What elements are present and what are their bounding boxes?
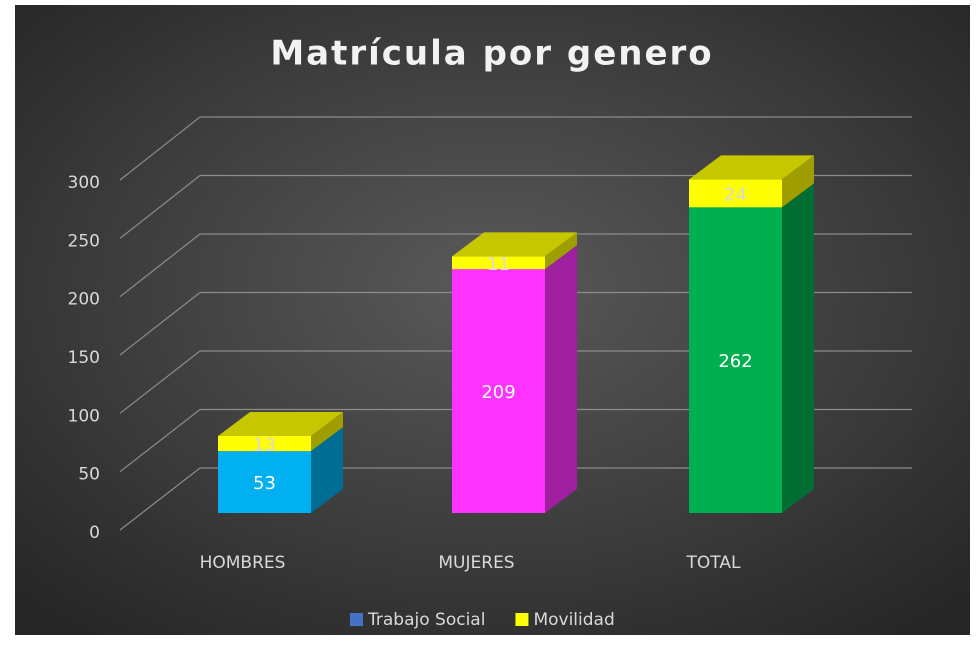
y-tick-label: 100 bbox=[68, 406, 100, 426]
bar-side bbox=[311, 427, 343, 513]
bar bbox=[689, 179, 782, 208]
bar bbox=[689, 207, 782, 514]
y-tick-label: 250 bbox=[68, 231, 100, 251]
legend-swatch bbox=[515, 613, 529, 626]
y-tick-label: 200 bbox=[68, 290, 100, 310]
legend-label: Trabajo Social bbox=[367, 610, 485, 630]
bar-side bbox=[545, 232, 577, 270]
data-label: 11 bbox=[487, 254, 510, 275]
grid-line-side bbox=[119, 350, 201, 414]
grid-line-side bbox=[119, 233, 201, 298]
bar bbox=[218, 451, 311, 513]
data-label: 262 bbox=[718, 351, 752, 372]
x-tick-label: MUJERES bbox=[438, 553, 514, 573]
bar bbox=[452, 269, 545, 513]
grid-line-side bbox=[119, 467, 201, 531]
bar-side bbox=[782, 183, 814, 514]
y-tick-label: 50 bbox=[78, 465, 100, 485]
data-label: 24 bbox=[724, 184, 747, 205]
y-tick-label: 150 bbox=[68, 348, 100, 368]
y-tick-label: 300 bbox=[68, 173, 100, 193]
data-label: 209 bbox=[481, 382, 515, 403]
grid-line-side bbox=[119, 175, 201, 239]
bar bbox=[452, 256, 545, 270]
x-tick-label: TOTAL bbox=[686, 553, 741, 573]
legend-label: Movilidad bbox=[533, 610, 614, 630]
grid-line-side bbox=[119, 292, 201, 356]
bar-top bbox=[452, 232, 577, 257]
y-tick-label: 0 bbox=[89, 523, 100, 543]
x-tick-label: HOMBRES bbox=[200, 553, 286, 573]
bar-side bbox=[545, 245, 577, 513]
grid-line-side bbox=[119, 409, 201, 473]
bar bbox=[218, 436, 311, 452]
grid-line-side bbox=[119, 116, 201, 181]
bar-top bbox=[218, 412, 343, 436]
legend-swatch bbox=[350, 613, 363, 626]
data-label: 53 bbox=[253, 473, 276, 494]
bar-side bbox=[782, 155, 814, 208]
data-label: 13 bbox=[253, 435, 276, 456]
bar-side bbox=[311, 412, 343, 452]
bar-top bbox=[689, 155, 814, 180]
chart-title: Matrícula por genero bbox=[270, 34, 713, 74]
